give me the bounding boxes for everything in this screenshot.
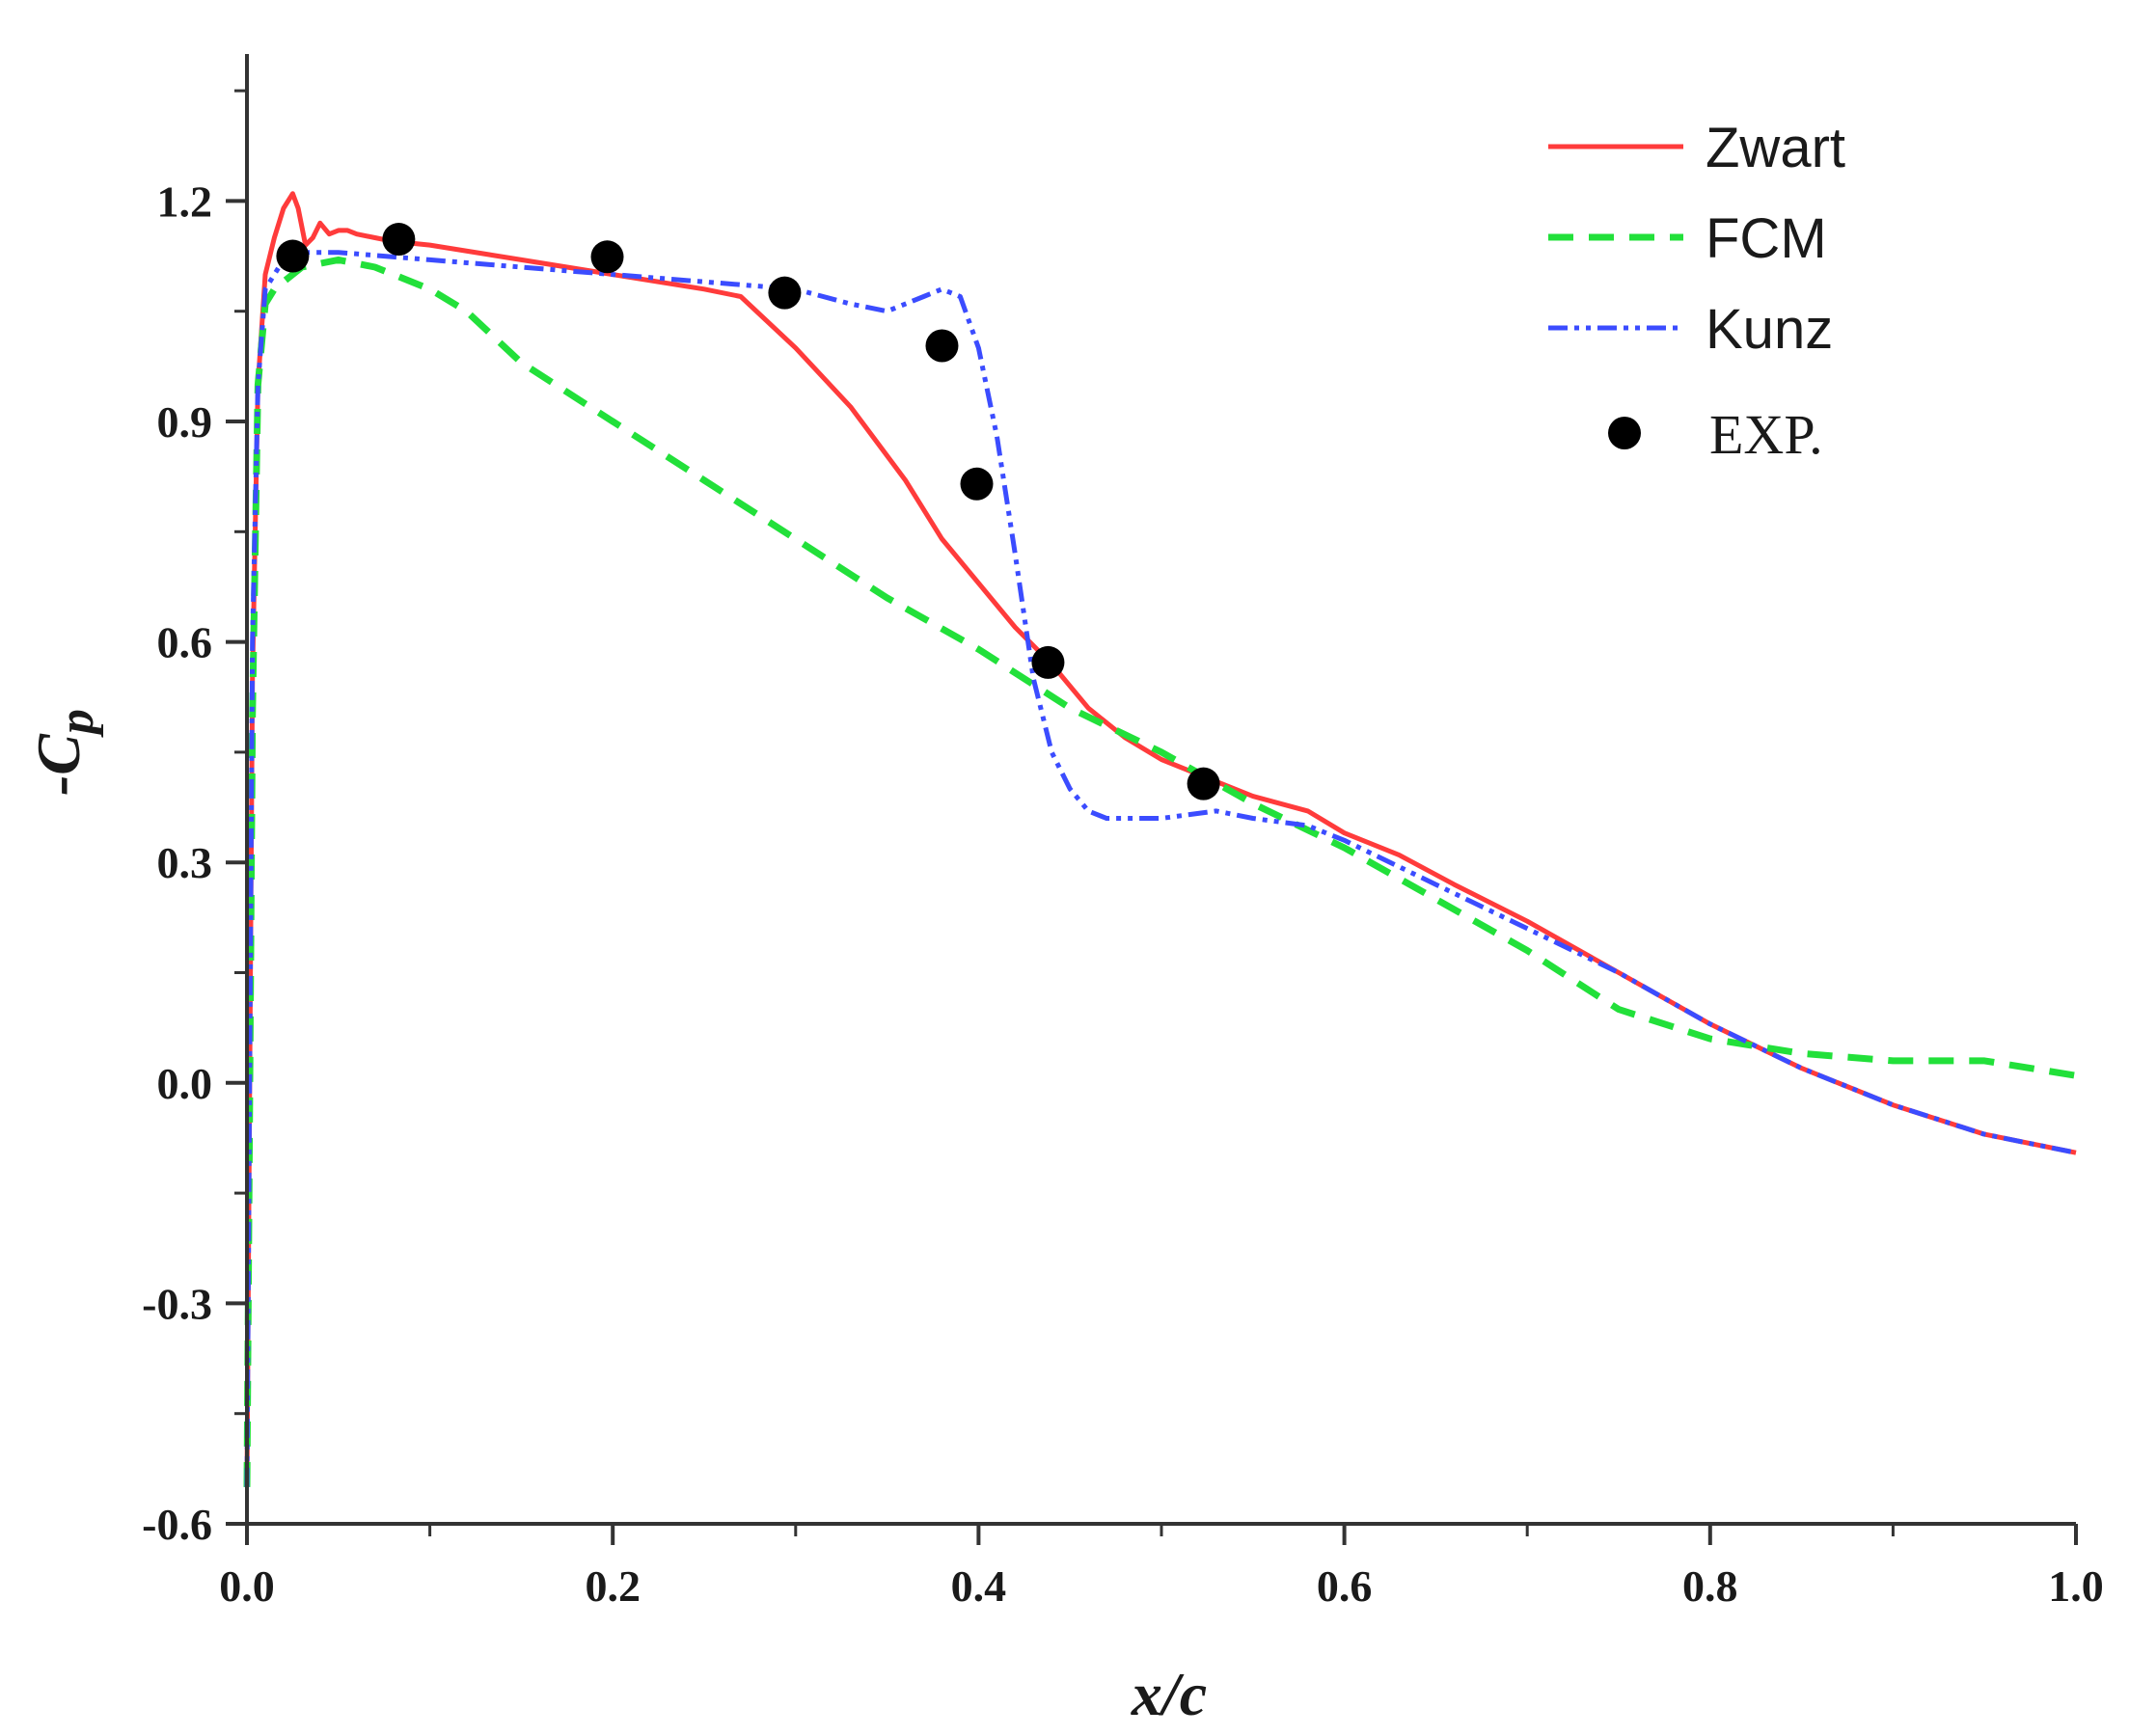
x-tick-label: 1.0 <box>2048 1561 2104 1611</box>
exp-data-point <box>925 329 959 363</box>
exp-data-point <box>768 276 802 310</box>
y-tick-label: 0.9 <box>157 397 213 447</box>
exp-data-point <box>1031 645 1065 679</box>
y-tick-label: -0.6 <box>142 1500 212 1549</box>
x-tick-label: 0.0 <box>219 1561 275 1611</box>
exp-data-point <box>960 467 994 501</box>
y-tick-label: 1.2 <box>157 176 213 226</box>
y-tick-label: -0.3 <box>142 1279 212 1328</box>
legend-label-kunz: Kunz <box>1706 298 1833 361</box>
x-axis-title: x/c <box>1131 1660 1207 1728</box>
y-tick-label: 0.0 <box>157 1059 213 1108</box>
curves-layer <box>243 191 2077 1487</box>
axes-layer: 0.0 0.2 0.4 0.6 0.8 1.0 -0.6 -0.3 0.0 0.3 0.6 0.9 1.… <box>142 54 2104 1611</box>
series-line-zwart <box>244 191 2077 1487</box>
exp-data-point <box>276 239 310 273</box>
legend-label-zwart: Zwart <box>1706 117 1845 179</box>
y-tick-label: 0.6 <box>157 618 213 667</box>
y-axis-title-sub: p <box>49 709 104 738</box>
legend: Zwart FCM Kunz EXP. <box>1548 117 1845 466</box>
exp-data-point <box>590 240 624 274</box>
x-tick-label: 0.8 <box>1682 1561 1738 1611</box>
y-tick-label: 0.3 <box>157 838 213 887</box>
markers-layer <box>276 223 1220 800</box>
x-tick-label: 0.4 <box>951 1561 1007 1611</box>
x-tick-label: 0.2 <box>585 1561 641 1611</box>
y-axis-title: -Cp <box>24 709 104 796</box>
exp-data-point <box>382 223 416 257</box>
legend-swatch-exp <box>1608 417 1641 449</box>
legend-label-exp: EXP. <box>1709 403 1823 466</box>
exp-data-point <box>1187 767 1220 800</box>
legend-label-fcm: FCM <box>1706 207 1827 270</box>
x-tick-label: 0.6 <box>1317 1561 1373 1611</box>
y-axis-title-main: -C <box>24 733 93 796</box>
